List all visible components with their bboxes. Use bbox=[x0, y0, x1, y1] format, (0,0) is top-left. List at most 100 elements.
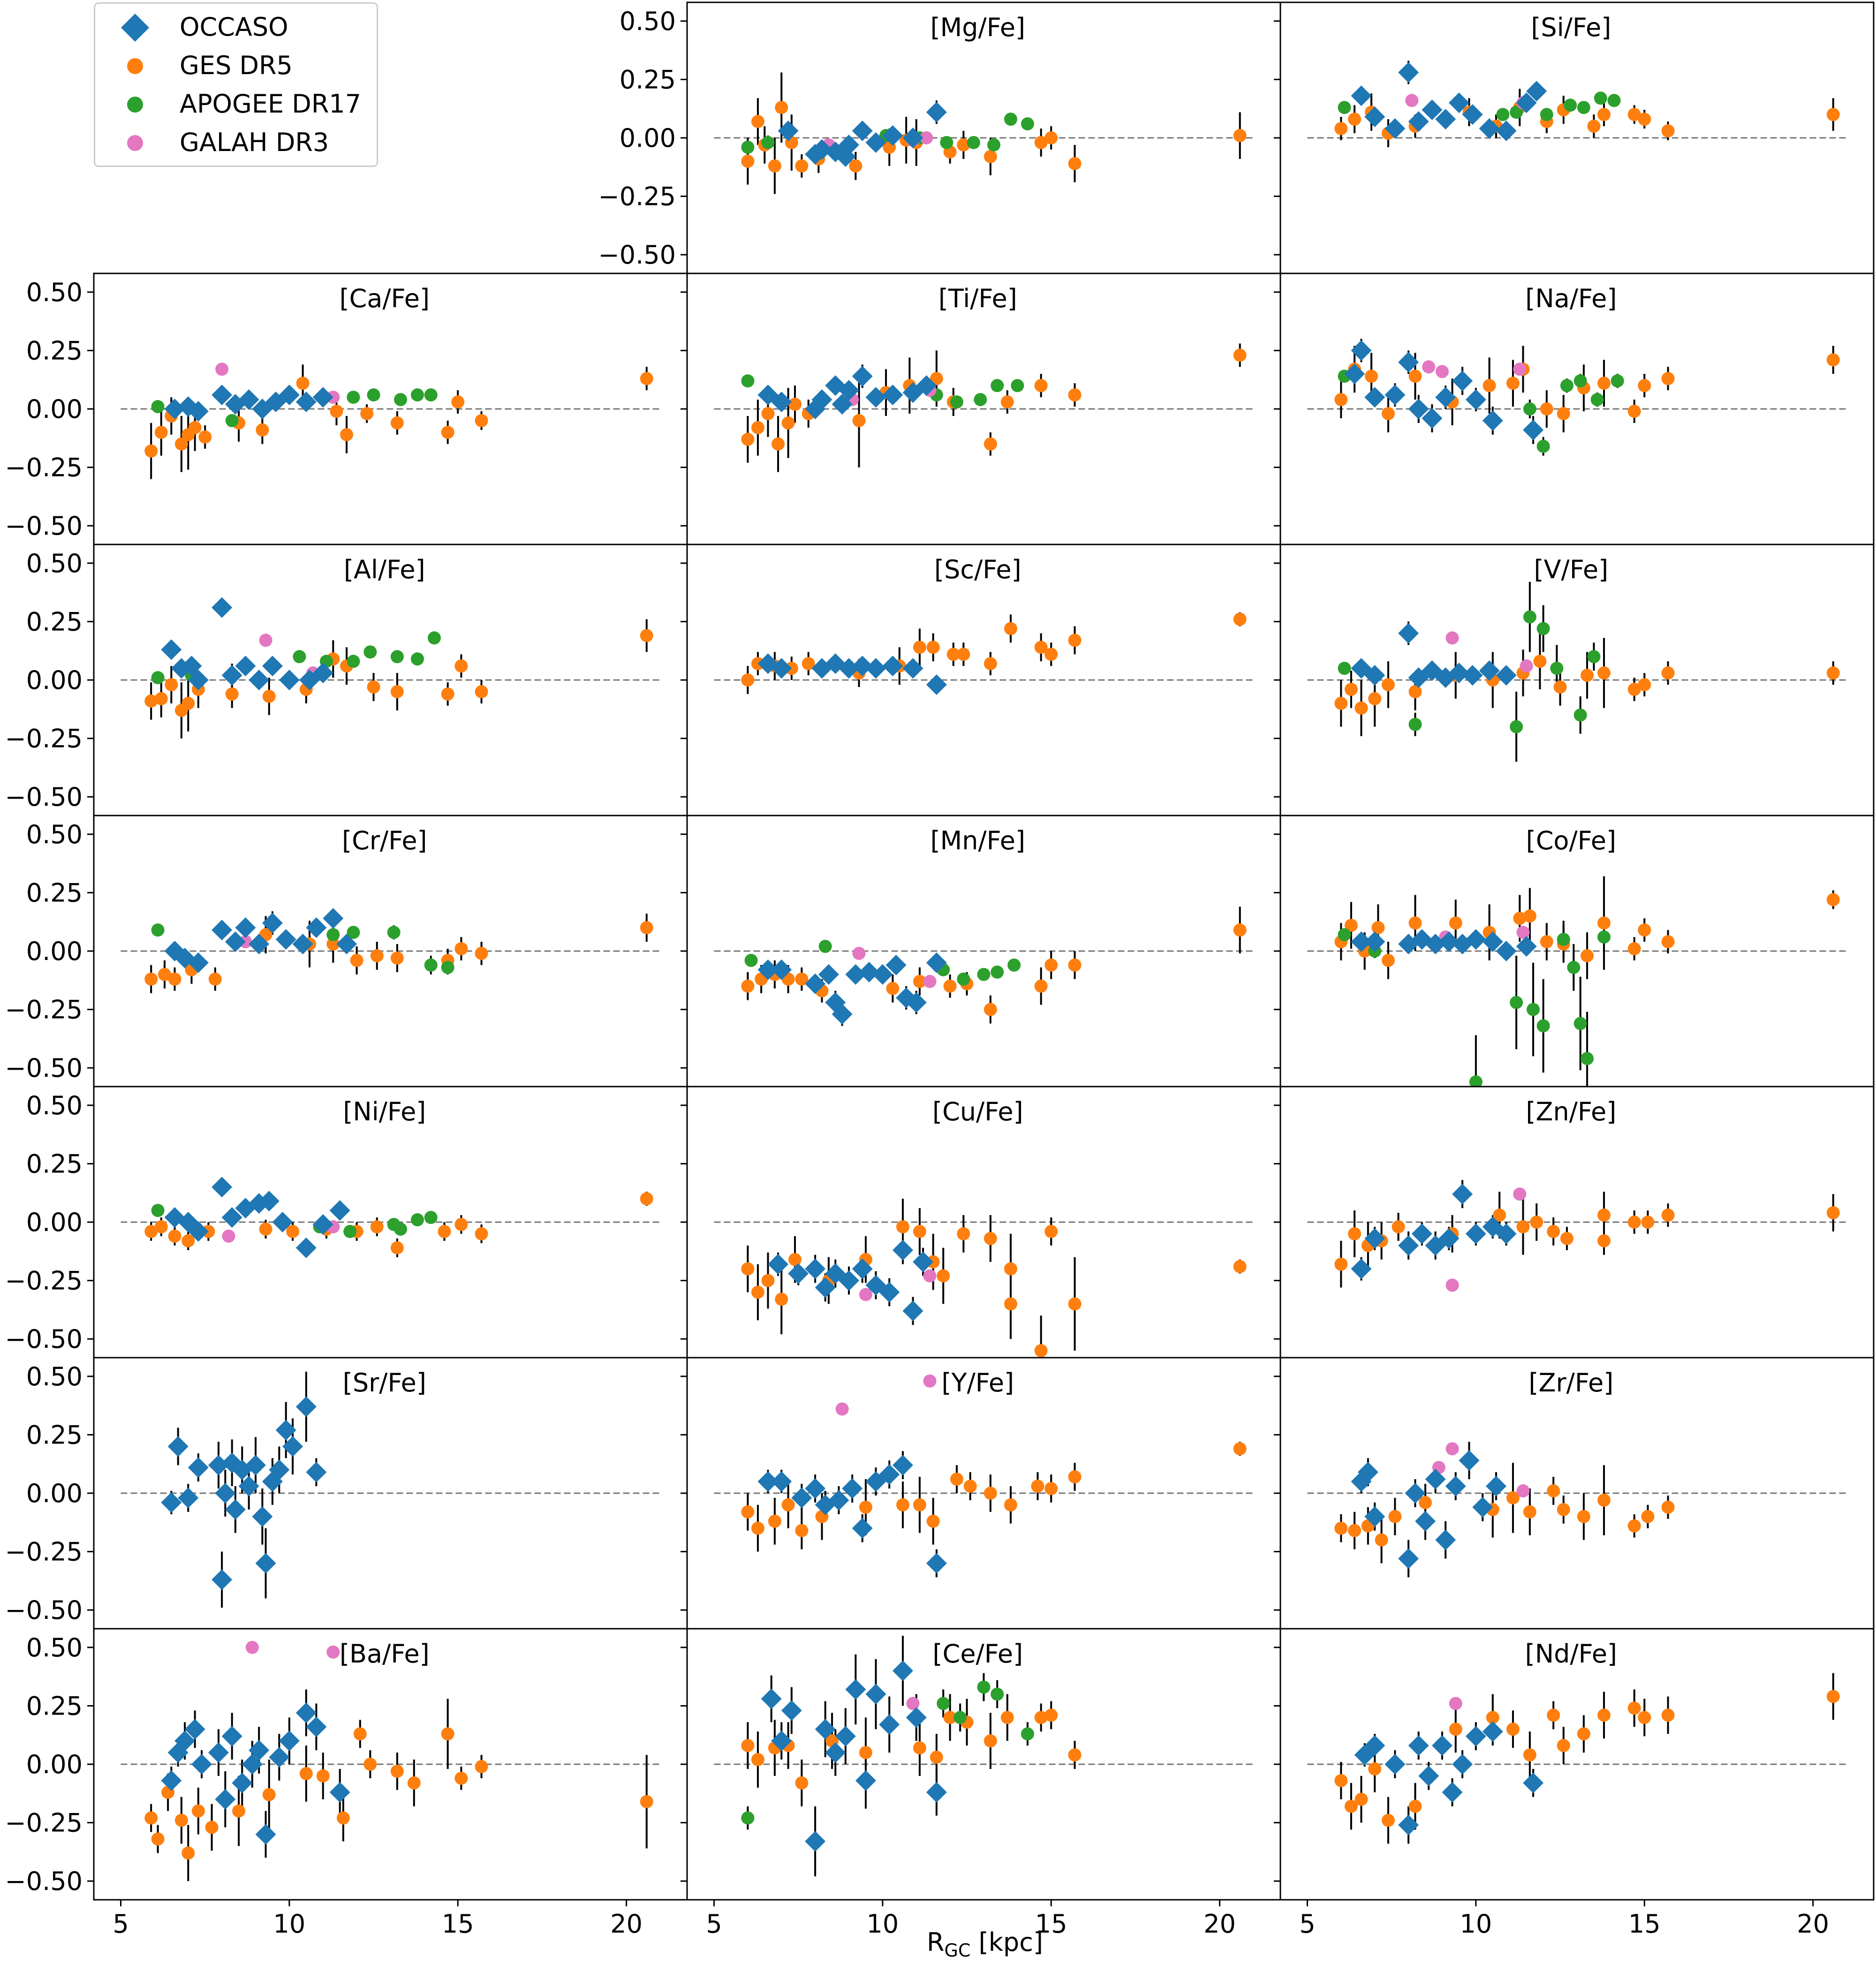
occaso-point bbox=[1351, 1258, 1372, 1279]
ges-point bbox=[1597, 1708, 1611, 1722]
panel-title: [Y/Fe] bbox=[942, 1368, 1014, 1398]
y-tick-label: −0.25 bbox=[5, 1808, 83, 1838]
ges-point bbox=[316, 1769, 330, 1783]
ges-point bbox=[198, 430, 212, 444]
occaso-point bbox=[926, 674, 947, 695]
occaso-point bbox=[245, 1455, 266, 1476]
ges-point bbox=[1419, 1496, 1432, 1509]
occaso-point bbox=[1486, 1476, 1506, 1497]
ges-point bbox=[795, 159, 809, 173]
apogee-point bbox=[1573, 1017, 1587, 1030]
ges-point bbox=[1627, 682, 1641, 696]
legend-label: OCCASO bbox=[180, 12, 288, 42]
occaso-point bbox=[221, 1207, 242, 1228]
ges-point bbox=[913, 1498, 926, 1511]
y-tick-label: −0.25 bbox=[598, 182, 676, 212]
occaso-point bbox=[1496, 941, 1517, 961]
ges-point bbox=[930, 372, 943, 385]
occaso-point bbox=[1398, 62, 1419, 83]
ges-point bbox=[1627, 1519, 1641, 1533]
ges-point bbox=[852, 414, 866, 427]
occaso-point bbox=[1384, 118, 1406, 139]
ges-point bbox=[849, 159, 862, 173]
ges-point bbox=[454, 1217, 468, 1231]
occaso-point bbox=[1465, 1223, 1486, 1244]
occaso-point bbox=[279, 670, 300, 690]
apogee-point bbox=[1540, 108, 1553, 121]
apogee-point bbox=[1007, 958, 1021, 972]
apogee-point bbox=[1581, 1052, 1594, 1065]
ges-point bbox=[751, 421, 764, 434]
occaso-point bbox=[188, 952, 209, 973]
ges-point bbox=[1540, 402, 1553, 416]
ges-point bbox=[1530, 1216, 1543, 1229]
apogee-point bbox=[363, 645, 377, 659]
ges-point bbox=[1557, 1503, 1570, 1516]
occaso-point bbox=[1482, 1721, 1503, 1742]
ges-point bbox=[1661, 935, 1675, 949]
occaso-point bbox=[805, 973, 826, 994]
circle-marker-icon bbox=[127, 97, 143, 113]
occaso-point bbox=[212, 920, 233, 941]
ges-point bbox=[1044, 1708, 1058, 1722]
y-tick-label: −0.25 bbox=[5, 995, 83, 1025]
ges-point bbox=[1382, 1813, 1395, 1827]
apogee-point bbox=[1523, 402, 1536, 416]
ges-point bbox=[1826, 108, 1840, 121]
apogee-point bbox=[411, 1213, 424, 1227]
occaso-point bbox=[312, 663, 333, 684]
ges-point bbox=[154, 425, 168, 439]
ges-point bbox=[1344, 919, 1358, 932]
ges-point bbox=[454, 942, 468, 956]
occaso-point bbox=[295, 1702, 317, 1723]
occaso-point bbox=[1357, 1462, 1378, 1483]
ges-point bbox=[144, 972, 158, 986]
ges-point bbox=[1233, 348, 1247, 362]
x-axis-label-unit: [kpc] bbox=[970, 1927, 1044, 1957]
ges-point bbox=[802, 657, 815, 671]
occaso-point bbox=[771, 1471, 792, 1492]
occaso-point bbox=[181, 656, 202, 677]
ges-point bbox=[795, 1524, 809, 1537]
ges-point bbox=[1557, 407, 1570, 420]
legend-item-galah: GALAH DR3 bbox=[95, 124, 377, 161]
ges-point bbox=[1627, 1216, 1641, 1229]
ges-point bbox=[1547, 1224, 1560, 1238]
ges-point bbox=[751, 115, 764, 128]
occaso-point bbox=[845, 964, 866, 985]
panel-title: [Mg/Fe] bbox=[930, 13, 1026, 42]
ges-point bbox=[1581, 949, 1594, 962]
occaso-point bbox=[255, 1553, 276, 1574]
ges-point bbox=[441, 425, 454, 439]
ges-point bbox=[1493, 1209, 1506, 1222]
apogee-point bbox=[411, 388, 424, 402]
y-tick-label: 0.25 bbox=[26, 607, 83, 636]
occaso-point bbox=[1523, 1772, 1544, 1793]
ges-point bbox=[983, 1232, 997, 1245]
panel-data-points bbox=[1334, 876, 1840, 1087]
y-tick-label: 0.00 bbox=[26, 1479, 83, 1508]
ges-point bbox=[1661, 1500, 1675, 1514]
occaso-point bbox=[818, 964, 839, 985]
occaso-point bbox=[852, 1518, 873, 1539]
ges-point bbox=[1547, 1484, 1560, 1498]
ges-point bbox=[1638, 1711, 1651, 1724]
apogee-point bbox=[394, 393, 408, 407]
x-tick-label: 5 bbox=[1299, 1909, 1315, 1939]
galah-point bbox=[835, 1402, 849, 1416]
occaso-point bbox=[1435, 387, 1456, 408]
occaso-point bbox=[1364, 387, 1385, 408]
occaso-point bbox=[1398, 1548, 1419, 1569]
apogee-point bbox=[977, 1680, 991, 1694]
galah-point bbox=[859, 1288, 872, 1301]
y-tick-label: −0.25 bbox=[5, 1266, 83, 1296]
y-tick-label: 0.00 bbox=[26, 1750, 83, 1779]
ges-point bbox=[741, 673, 755, 687]
occaso-point bbox=[225, 931, 246, 952]
ges-point bbox=[1408, 685, 1422, 698]
occaso-point bbox=[768, 1254, 789, 1275]
ges-point bbox=[154, 1220, 168, 1233]
occaso-point bbox=[336, 934, 357, 955]
ges-point bbox=[256, 423, 269, 437]
occaso-point bbox=[865, 132, 886, 153]
